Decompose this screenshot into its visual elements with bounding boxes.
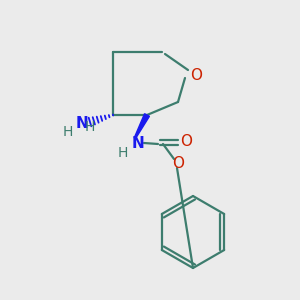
Polygon shape	[134, 114, 149, 138]
Text: H: H	[85, 120, 95, 134]
Text: N: N	[132, 136, 144, 151]
Text: N: N	[76, 116, 88, 131]
Text: O: O	[190, 68, 202, 82]
Text: O: O	[172, 157, 184, 172]
Text: O: O	[180, 134, 192, 149]
Text: H: H	[118, 146, 128, 160]
Text: H: H	[63, 125, 73, 139]
